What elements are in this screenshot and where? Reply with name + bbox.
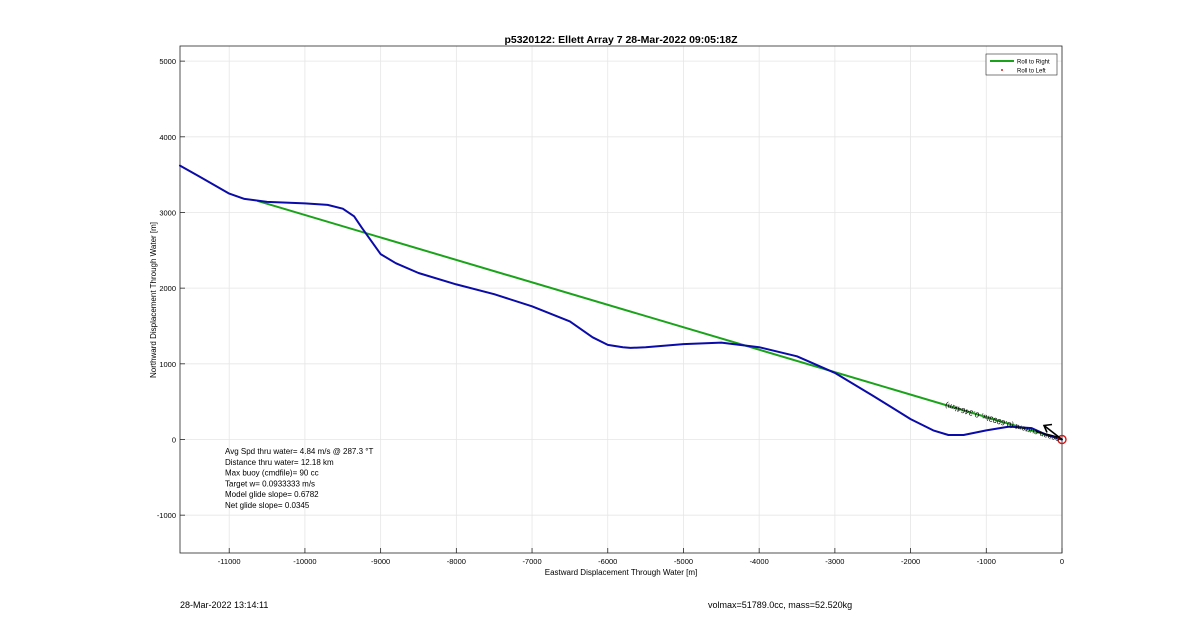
x-tick-label: -4000 [750, 557, 769, 566]
x-tick-label: -10000 [293, 557, 316, 566]
series-roll-to-right-line [257, 200, 1063, 441]
x-tick-label: -6000 [598, 557, 617, 566]
legend-label: Roll to Right [1017, 60, 1050, 66]
x-tick-label: 0 [1060, 557, 1064, 566]
annotation-line: Model glide slope= 0.6782 [225, 490, 319, 499]
annotation-block: Avg Spd thru water= 4.84 m/s @ 287.3 °T D… [225, 447, 373, 510]
x-tick-label: -8000 [447, 557, 466, 566]
y-tick-label: 3000 [159, 208, 176, 217]
current-arrow-group: ocean current (0.6993hr, 0.3464km) [943, 401, 1063, 445]
series-track-line [179, 164, 1063, 441]
x-axis: -11000 -10000 -9000 -8000 -7000 -6000 -5000 -40… [218, 548, 1064, 566]
annotation-line: Avg Spd thru water= 4.84 m/s @ 287.3 °T [225, 447, 373, 456]
plot-area [179, 45, 1063, 554]
x-tick-label: -1000 [977, 557, 996, 566]
legend-box [985, 53, 1058, 76]
current-arrow-shaft [1035, 430, 1061, 439]
y-tick-label: 5000 [159, 57, 176, 66]
footer-date: 28-Mar-2022 13:14:11 [180, 600, 269, 610]
x-tick-label: -9000 [371, 557, 390, 566]
annotation-line: Distance thru water= 12.18 km [225, 458, 334, 467]
y-tick-label: 1000 [159, 360, 176, 369]
chart-title: p5320122: Ellett Array 7 28-Mar-2022 09:… [504, 34, 738, 46]
annotation-line: Max buoy (cmdfile)= 90 cc [225, 469, 319, 478]
footer-params: volmax=51789.0cc, mass=52.520kg [708, 600, 853, 610]
current-arrow-head [1042, 423, 1053, 433]
x-tick-label: -7000 [522, 557, 541, 566]
x-tick-label: -5000 [674, 557, 693, 566]
x-tick-label: -11000 [218, 557, 241, 566]
x-axis-label: Eastward Displacement Through Water [m] [545, 568, 698, 577]
x-tick-label: -3000 [825, 557, 844, 566]
annotation-line: Net glide slope= 0.0345 [225, 501, 310, 510]
y-axis: -1000 0 1000 2000 3000 4000 5000 [157, 57, 185, 520]
end-point-marker [1057, 434, 1067, 445]
y-tick-label: 4000 [159, 133, 176, 142]
series-group [179, 164, 1067, 445]
y-tick-label: -1000 [157, 511, 176, 520]
legend-label: Roll to Left [1017, 69, 1046, 75]
x-tick-label: -2000 [901, 557, 920, 566]
legend-swatch [1001, 69, 1003, 71]
annotation-line: Target w= 0.0933333 m/s [225, 479, 315, 488]
y-axis-label: Northward Displacement Through Water [m] [149, 222, 158, 378]
legend: Roll to Right Roll to Left [985, 53, 1058, 76]
y-tick-label: 0 [172, 435, 176, 444]
y-tick-label: 2000 [159, 284, 176, 293]
current-arrow-label: ocean current (0.6993hr, 0.3464km) [943, 401, 1060, 445]
